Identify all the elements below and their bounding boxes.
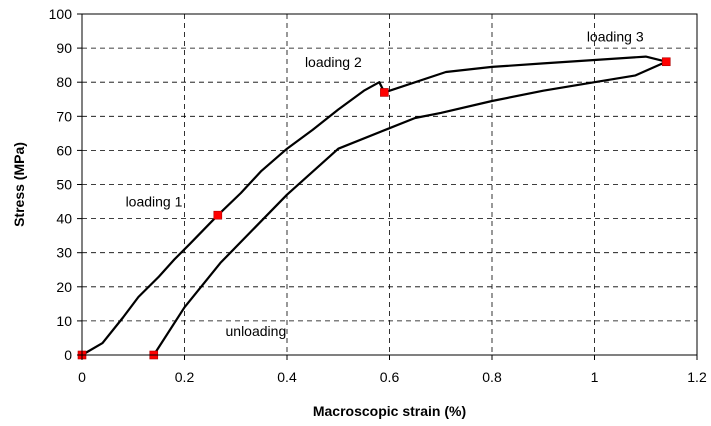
x-axis-ticks: 0 0.2 0.4 0.6 0.8 1 1.2 — [78, 355, 707, 385]
y-tick-label: 30 — [56, 245, 72, 261]
data-marker-4 — [661, 57, 671, 67]
y-tick-label: 60 — [56, 142, 72, 158]
y-tick-label: 10 — [56, 313, 72, 329]
x-tick-label: 0.8 — [482, 369, 502, 385]
y-tick-label: 20 — [56, 279, 72, 295]
annotation-label-1: loading 2 — [305, 54, 362, 70]
curves — [81, 55, 667, 356]
plot-frame — [81, 13, 698, 356]
annotations: loading 1 loading 2 loading 3 unloading — [126, 28, 644, 339]
series-line-0 — [81, 81, 386, 356]
x-tick-label: 0.4 — [277, 369, 297, 385]
y-tick-label: 40 — [56, 211, 72, 227]
x-tick-label: 0.2 — [175, 369, 195, 385]
y-tick-label: 50 — [56, 177, 72, 193]
y-axis-title: Stress (MPa) — [11, 142, 27, 227]
data-marker-3 — [380, 88, 389, 97]
annotation-label-3: unloading — [226, 323, 287, 339]
y-tick-label: 0 — [64, 347, 72, 363]
grid — [82, 14, 697, 355]
data-marker-2 — [213, 210, 223, 220]
x-tick-label: 1.2 — [687, 369, 707, 385]
y-axis-ticks: 0 10 20 30 40 50 60 70 80 90 100 — [49, 6, 82, 363]
y-tick-label: 80 — [56, 74, 72, 90]
annotation-label-2: loading 3 — [587, 28, 644, 44]
series-line-1 — [384, 55, 667, 94]
x-tick-label: 0.6 — [380, 369, 400, 385]
annotation-label-0: loading 1 — [126, 194, 183, 210]
y-tick-label: 100 — [49, 6, 73, 22]
y-tick-label: 90 — [56, 40, 72, 56]
x-tick-label: 1 — [591, 369, 599, 385]
series-line-2 — [152, 60, 667, 356]
x-tick-label: 0 — [78, 369, 86, 385]
y-tick-label: 70 — [56, 108, 72, 124]
x-axis-title: Macroscopic strain (%) — [313, 403, 466, 419]
